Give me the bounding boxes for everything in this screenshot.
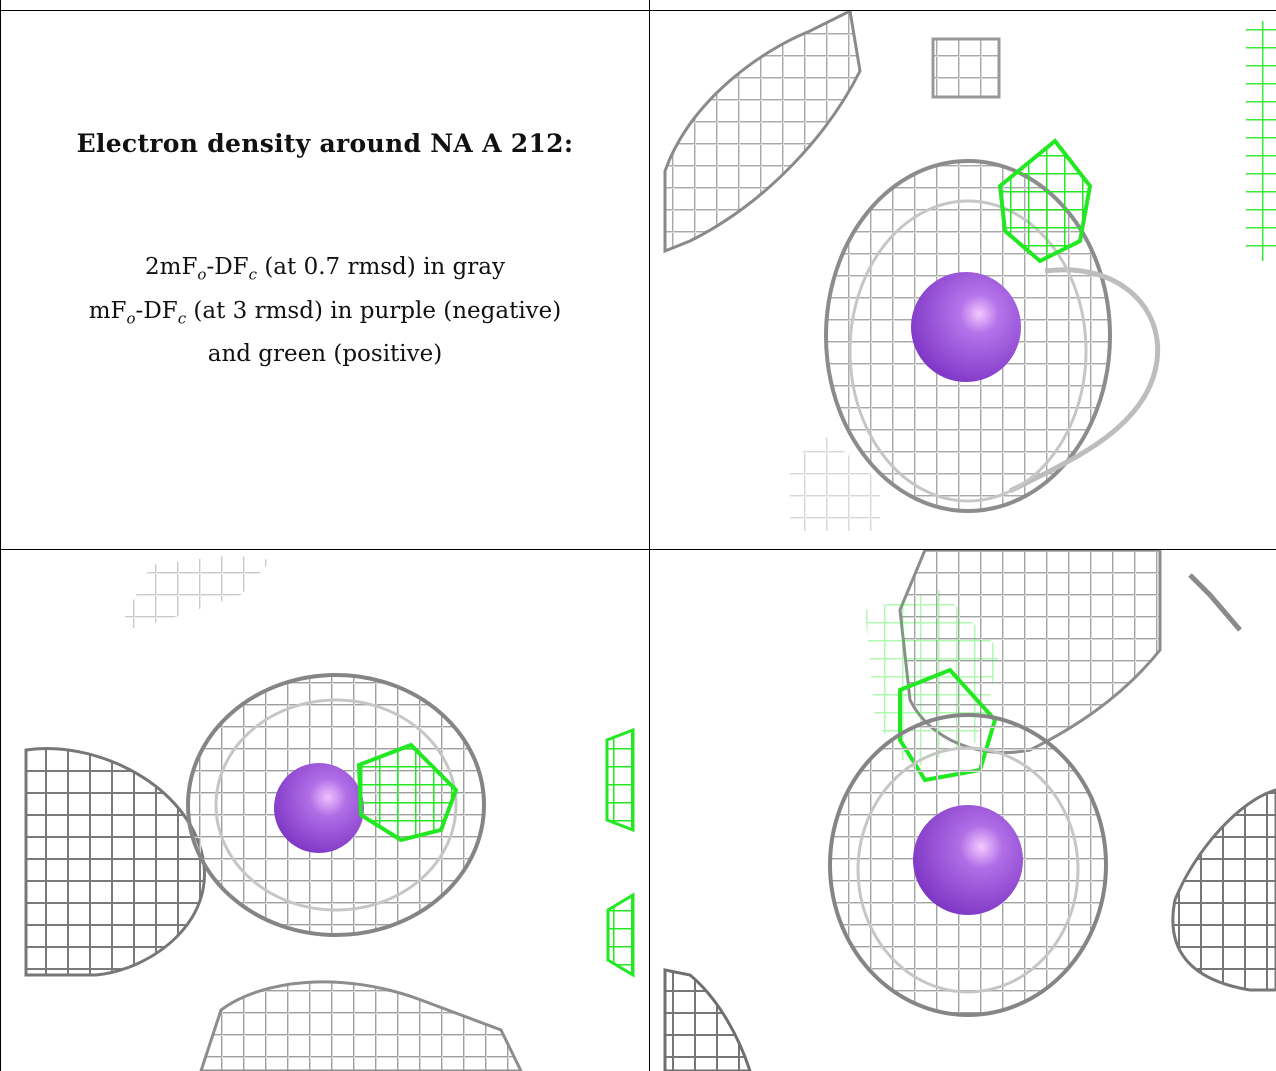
caption-cell: Electron density around NA A 212: 2mFo-D… bbox=[1, 11, 649, 549]
mesh-fragment-green bbox=[605, 727, 635, 833]
mesh-fragment bbox=[663, 968, 752, 1071]
mesh-fragment bbox=[1188, 573, 1242, 632]
caption-line-fo-fc: mFo-DFc (at 3 rmsd) in purple (negative) bbox=[88, 297, 562, 328]
table-center-border bbox=[649, 0, 650, 1071]
density-panel-bottom-left bbox=[1, 550, 649, 1071]
sodium-atom bbox=[911, 272, 1021, 382]
mesh-contour bbox=[848, 199, 1088, 503]
mesh-contour bbox=[856, 746, 1080, 994]
density-panel-top-right bbox=[650, 11, 1276, 549]
mesh-contour bbox=[214, 698, 458, 912]
mesh-fragment-faint bbox=[790, 436, 880, 531]
sodium-atom bbox=[913, 805, 1023, 915]
difference-density-positive bbox=[997, 138, 1093, 264]
caption-line-colors: and green (positive) bbox=[207, 341, 443, 368]
density-render-1 bbox=[663, 11, 1276, 531]
mesh-contour bbox=[1008, 267, 1161, 494]
mesh-fragment bbox=[663, 11, 862, 254]
mesh-shell-right bbox=[1171, 788, 1276, 992]
difference-density-positive bbox=[356, 742, 459, 843]
sodium-atom bbox=[274, 763, 364, 853]
mesh-fragment bbox=[931, 37, 1001, 99]
caption-title: Electron density around NA A 212: bbox=[76, 129, 574, 158]
density-panel-bottom-right bbox=[650, 550, 1276, 1071]
table-left-border bbox=[0, 0, 1, 1071]
mesh-shell-left bbox=[24, 747, 206, 977]
caption-legend: 2mFo-DFc (at 0.7 rmsd) in gray mFo-DFc (… bbox=[1, 249, 649, 372]
mesh-fragment-green bbox=[1246, 21, 1276, 261]
density-render-3 bbox=[663, 550, 1276, 1071]
mesh-fragment-green bbox=[606, 892, 635, 978]
table-top-border bbox=[0, 10, 1276, 11]
density-render-2 bbox=[24, 555, 635, 1071]
mesh-fragment-faint bbox=[121, 555, 271, 630]
mesh-fragment bbox=[199, 980, 523, 1071]
caption-line-2fo-fc: 2mFo-DFc (at 0.7 rmsd) in gray bbox=[145, 254, 505, 284]
table-middle-border bbox=[0, 549, 1276, 550]
